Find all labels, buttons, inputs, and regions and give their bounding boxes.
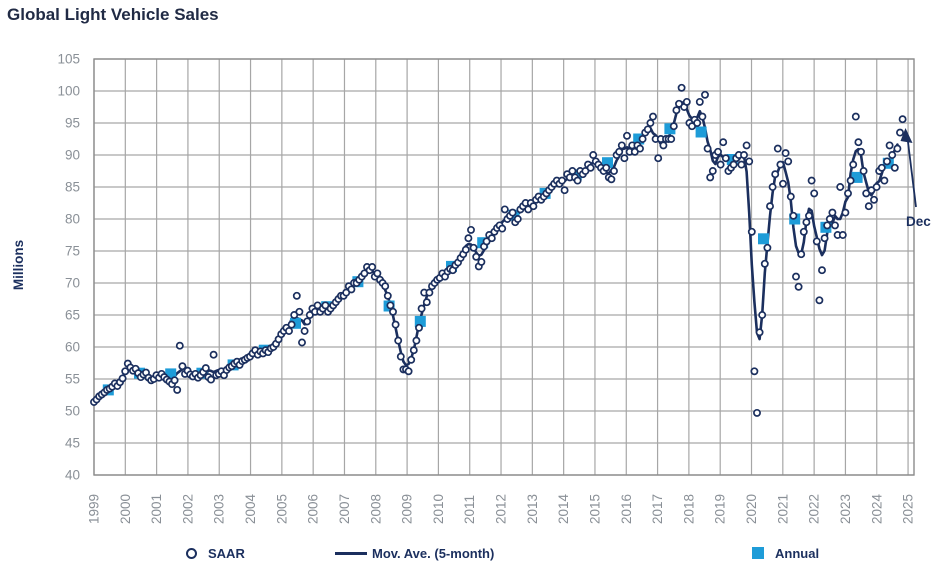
svg-text:2003: 2003 <box>212 494 227 524</box>
svg-text:2013: 2013 <box>525 494 540 524</box>
svg-text:2014: 2014 <box>556 493 571 524</box>
legend-label-saar: SAAR <box>208 545 245 561</box>
chart-plot-area: 105 100 95 90 85 80 75 70 65 60 55 50 45 40 1999 2000 20… <box>57 52 931 525</box>
legend-item-moving-average: Mov. Ave. (5-month) <box>335 543 494 563</box>
svg-text:2011: 2011 <box>462 495 477 524</box>
svg-text:45: 45 <box>65 436 80 451</box>
svg-text:70: 70 <box>65 276 80 291</box>
saar-circle-marker-icon <box>186 547 197 559</box>
svg-text:55: 55 <box>65 372 80 387</box>
svg-text:2016: 2016 <box>619 494 634 524</box>
dec-annotation: Dec <box>900 128 931 229</box>
svg-text:50: 50 <box>65 404 80 419</box>
svg-text:2002: 2002 <box>180 494 195 524</box>
svg-text:2018: 2018 <box>681 494 696 524</box>
svg-text:2001: 2001 <box>149 494 164 524</box>
legend-item-saar: SAAR <box>186 543 245 563</box>
svg-text:2022: 2022 <box>807 494 822 524</box>
svg-text:95: 95 <box>65 116 80 131</box>
annual-square-marker-icon <box>752 547 764 559</box>
legend-item-annual: Annual <box>752 543 819 563</box>
svg-text:2007: 2007 <box>337 494 352 524</box>
svg-text:75: 75 <box>65 244 80 259</box>
svg-text:105: 105 <box>57 52 80 67</box>
svg-text:60: 60 <box>65 340 80 355</box>
plot-frame <box>93 58 915 476</box>
svg-text:2012: 2012 <box>494 494 509 524</box>
svg-text:2021: 2021 <box>775 494 790 524</box>
svg-text:2010: 2010 <box>431 494 446 524</box>
chart-legend: SAAR Mov. Ave. (5-month) Annual <box>0 543 940 565</box>
svg-text:2019: 2019 <box>713 494 728 524</box>
svg-text:2023: 2023 <box>838 494 853 524</box>
svg-text:85: 85 <box>65 180 80 195</box>
svg-text:2004: 2004 <box>243 493 258 524</box>
svg-text:2008: 2008 <box>368 494 383 524</box>
moving-average-line-marker-icon <box>335 551 367 555</box>
svg-text:65: 65 <box>65 308 80 323</box>
legend-label-annual: Annual <box>775 545 820 561</box>
svg-text:1999: 1999 <box>87 494 102 524</box>
chart-title: Global Light Vehicle Sales <box>7 5 219 24</box>
svg-text:2015: 2015 <box>587 494 602 524</box>
svg-text:2006: 2006 <box>306 494 321 524</box>
svg-text:100: 100 <box>57 84 80 99</box>
svg-text:2009: 2009 <box>400 494 415 524</box>
annual-series <box>102 123 894 396</box>
svg-text:80: 80 <box>65 212 80 227</box>
svg-text:2005: 2005 <box>274 494 289 524</box>
gridlines <box>93 58 914 476</box>
svg-text:2020: 2020 <box>744 494 759 524</box>
dec-annotation-label: Dec <box>906 214 931 229</box>
svg-text:2017: 2017 <box>650 494 665 524</box>
legend-label-moving-average: Mov. Ave. (5-month) <box>372 545 495 561</box>
x-axis-labels: 1999 2000 2001 2002 2003 2004 2005 2006 2007 2008… <box>87 493 916 524</box>
svg-text:2025: 2025 <box>901 494 916 524</box>
saar-series <box>90 83 907 417</box>
y-axis-labels: 105 100 95 90 85 80 75 70 65 60 55 50 45 40 <box>57 52 80 483</box>
svg-text:2024: 2024 <box>869 493 884 524</box>
svg-text:40: 40 <box>65 468 80 483</box>
svg-text:2000: 2000 <box>118 494 133 524</box>
svg-text:90: 90 <box>65 148 80 163</box>
